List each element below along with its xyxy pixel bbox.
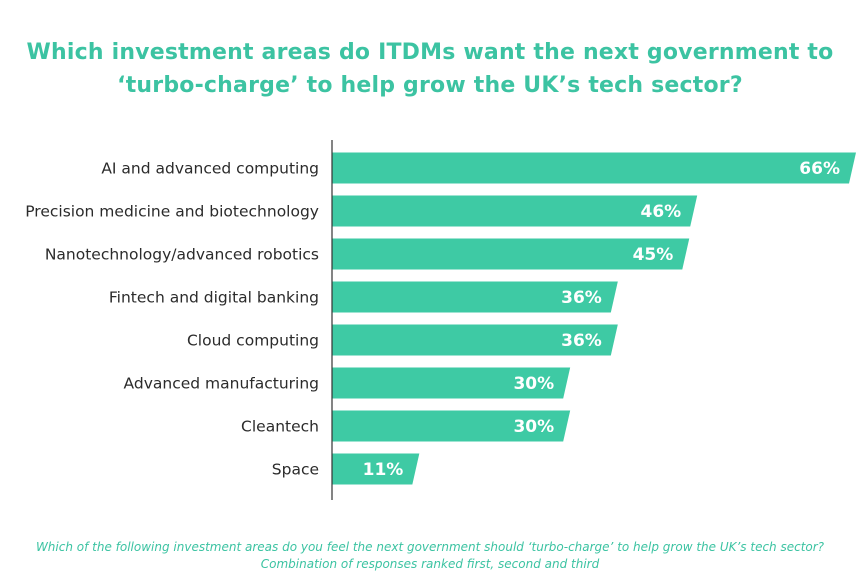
category-label: Precision medicine and biotechnology xyxy=(25,203,319,221)
category-label: Advanced manufacturing xyxy=(124,375,319,393)
value-label: 45% xyxy=(633,245,674,265)
category-label: Fintech and digital banking xyxy=(109,289,319,307)
bar xyxy=(332,324,618,356)
bar xyxy=(332,152,856,184)
value-label: 36% xyxy=(561,331,602,351)
category-label: AI and advanced computing xyxy=(101,160,319,178)
bar xyxy=(332,195,698,227)
bar xyxy=(332,367,571,399)
value-label: 30% xyxy=(513,374,554,394)
value-label: 66% xyxy=(799,159,840,179)
bar xyxy=(332,410,571,442)
category-label: Nanotechnology/advanced robotics xyxy=(45,246,319,264)
chart-title: Which investment areas do ITDMs want the… xyxy=(0,36,860,102)
bar xyxy=(332,453,420,485)
bar xyxy=(332,238,690,270)
category-label: Cloud computing xyxy=(187,332,319,350)
value-label: 30% xyxy=(513,417,554,437)
value-label: 11% xyxy=(363,460,404,480)
category-label: Space xyxy=(272,461,319,479)
chart-title-line-2: ‘turbo-charge’ to help grow the UK’s tec… xyxy=(117,73,743,98)
footnote: Which of the following investment areas … xyxy=(0,539,860,573)
bars-group: AI and advanced computing 66% Precision me… xyxy=(25,152,856,485)
bar xyxy=(332,281,618,313)
chart-title-line-1: Which investment areas do ITDMs want the… xyxy=(26,40,834,65)
footnote-question: Which of the following investment areas … xyxy=(35,540,825,554)
footnote-note: Combination of responses ranked first, s… xyxy=(260,557,600,571)
value-label: 46% xyxy=(641,202,682,222)
value-label: 36% xyxy=(561,288,602,308)
category-label: Cleantech xyxy=(241,418,319,436)
